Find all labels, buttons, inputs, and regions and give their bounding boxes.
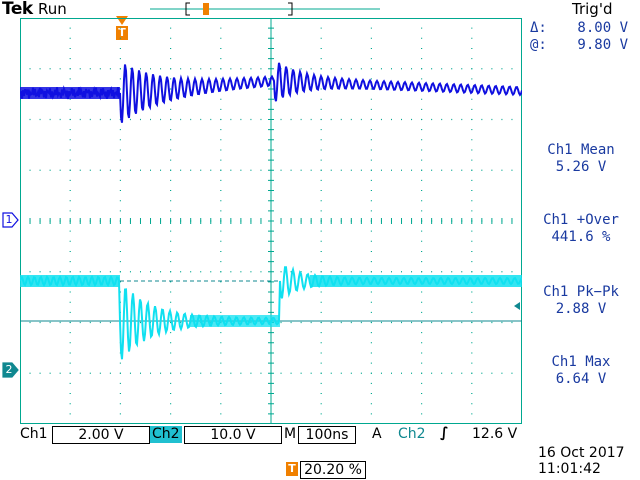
ch2-scale[interactable]: 10.0 V — [184, 426, 282, 444]
measurement-3-label: Ch1 Pk−Pk — [543, 284, 619, 300]
measurement-4-value: 6.64 V — [555, 371, 607, 387]
trigger-position-icon[interactable]: T — [116, 26, 128, 40]
ch2-ground-marker-icon[interactable] — [2, 362, 20, 378]
waveform-display — [20, 18, 522, 424]
trigger-source[interactable]: Ch2 — [398, 426, 426, 442]
run-state: Run — [38, 0, 67, 18]
ch2-label: Ch2 — [150, 426, 182, 443]
trigger-position-value[interactable]: 20.20 % — [300, 461, 366, 479]
measurement-1-value: 5.26 V — [555, 159, 607, 175]
timebase-label: M — [284, 426, 297, 442]
measurement-4-label: Ch1 Max — [551, 354, 611, 370]
cursor-delta-label: Δ: — [530, 20, 547, 36]
date: 16 Oct 2017 — [538, 445, 625, 461]
ch1-label: Ch1 — [20, 426, 48, 442]
cursor-at-label: @: — [530, 37, 547, 53]
trigger-state: Trig'd — [572, 0, 613, 18]
cursor-at-value: 9.80 V — [577, 37, 628, 53]
trigger-level-arrow-icon — [514, 302, 520, 310]
ch1-ground-marker-icon[interactable] — [2, 212, 20, 228]
brand-logo: Tek — [2, 0, 33, 19]
time: 11:01:42 — [538, 461, 601, 477]
ch2-marker-label: 2 — [5, 363, 13, 376]
ch1-noise-band — [20, 87, 120, 99]
ch2-noise-band-left — [20, 275, 120, 287]
trigger-mode-label: A — [372, 426, 382, 442]
graticule — [20, 18, 522, 424]
ch2-noise-band-right — [310, 275, 522, 287]
measurement-2-value: 441.6 % — [551, 229, 611, 245]
timebase-value[interactable]: 100ns — [298, 426, 356, 444]
trigger-level[interactable]: 12.6 V — [472, 426, 518, 442]
record-position-bar — [150, 2, 380, 16]
cursor-delta-value: 8.00 V — [577, 20, 628, 36]
trigger-position-marker-icon: T — [286, 462, 298, 476]
waveforms — [20, 62, 522, 360]
trigger-slope-icon[interactable]: ∫ — [440, 425, 449, 441]
measurement-2-label: Ch1 +Over — [543, 212, 619, 228]
ch1-scale[interactable]: 2.00 V — [52, 426, 150, 444]
ch2-noise-band-low — [190, 315, 280, 327]
measurement-3-value: 2.88 V — [555, 301, 607, 317]
ch1-marker-label: 1 — [5, 213, 13, 226]
measurement-1-label: Ch1 Mean — [547, 142, 615, 158]
